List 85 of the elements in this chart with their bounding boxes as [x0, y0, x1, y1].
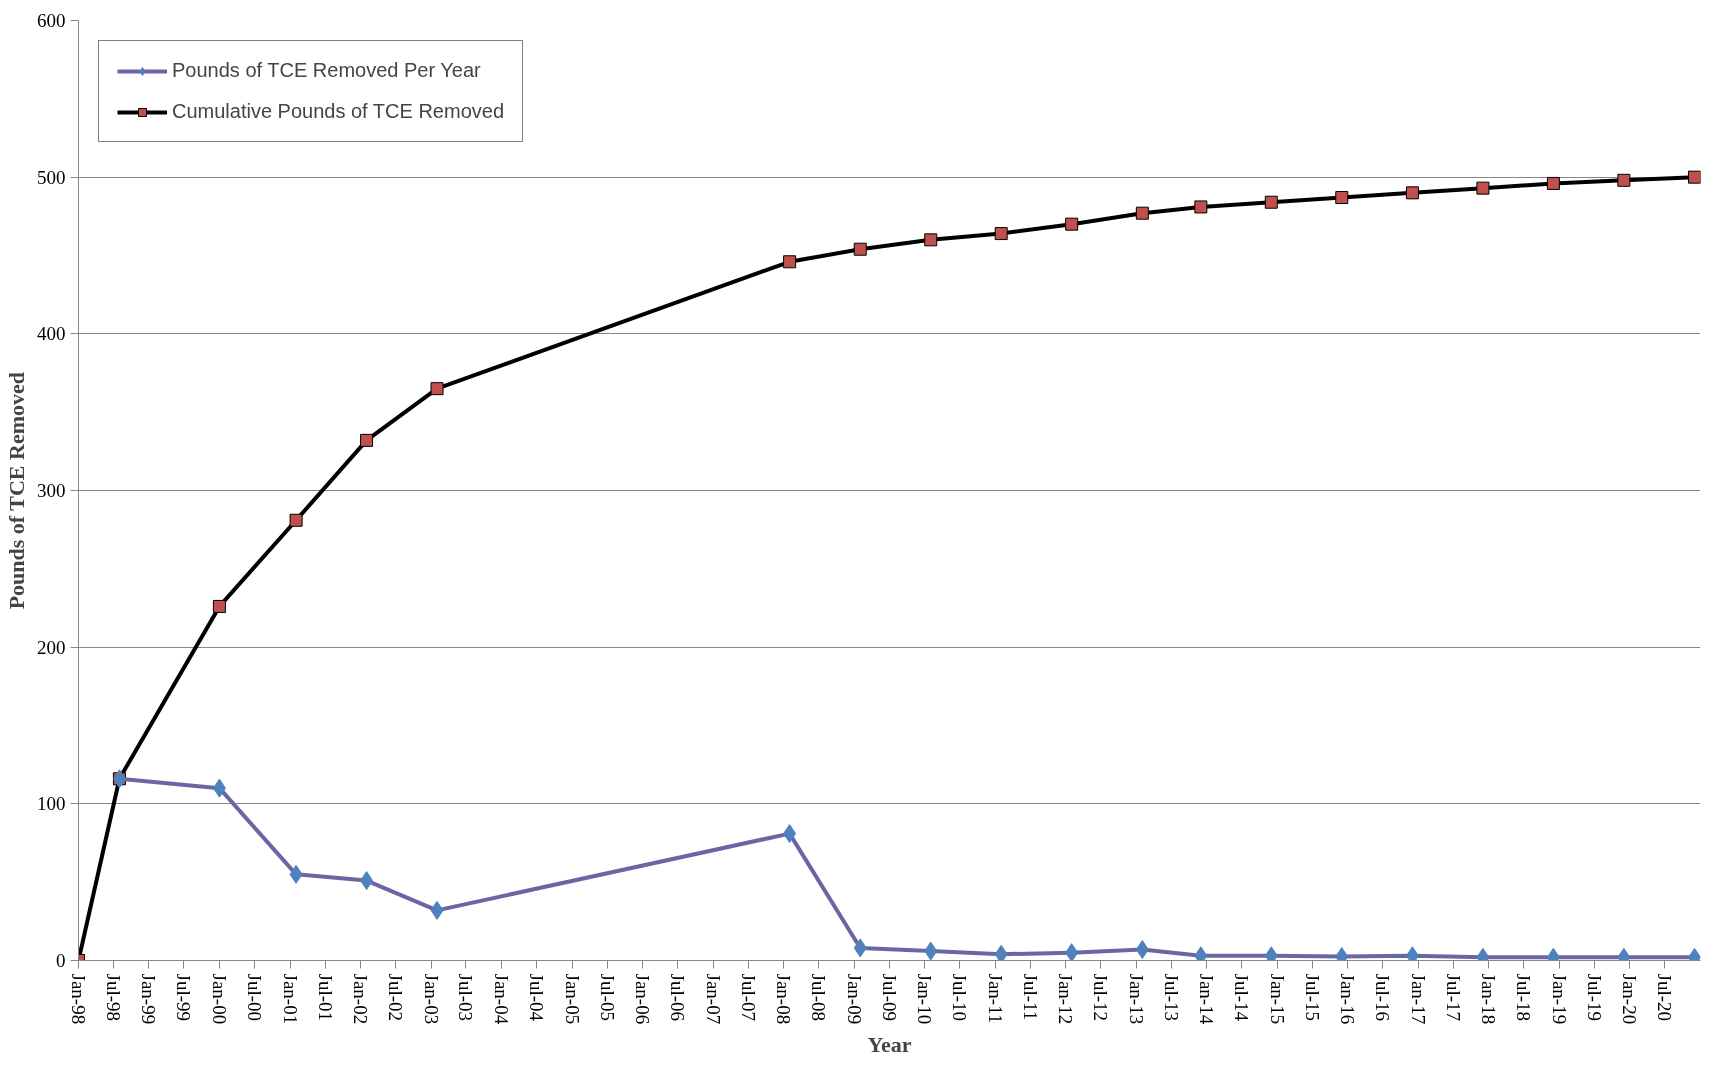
point	[1135, 940, 1149, 960]
point	[212, 599, 226, 613]
x-tick-label: Jul-09	[878, 973, 900, 1021]
x-tick-label: Jul-00	[244, 973, 266, 1021]
x-tick-label: Jan-09	[843, 973, 865, 1025]
x-tick-label: Jan-18	[1478, 973, 1500, 1025]
point	[1264, 195, 1278, 209]
x-tick-label: Jul-11	[1019, 973, 1041, 1021]
point	[783, 824, 797, 844]
x-tick-label: Jan-15	[1266, 973, 1288, 1025]
x-tick-label: Jul-20	[1654, 973, 1676, 1021]
x-tick-label: Jul-06	[667, 973, 689, 1021]
point	[1135, 206, 1149, 220]
point	[212, 778, 226, 798]
x-tick-label: Jul-08	[808, 973, 830, 1021]
point	[783, 255, 797, 269]
point	[360, 871, 374, 891]
x-tick-label: Jul-16	[1372, 973, 1394, 1021]
point	[289, 513, 303, 527]
y-tick-label: 500	[37, 166, 66, 188]
x-tick-label: Jul-01	[314, 973, 336, 1021]
x-tick-label: Jan-16	[1337, 973, 1359, 1025]
point	[853, 938, 867, 958]
x-tick-label: Jul-10	[949, 973, 971, 1021]
point	[924, 941, 938, 961]
x-tick-label: Jan-05	[561, 973, 583, 1025]
x-tick-label: Jan-01	[279, 973, 301, 1025]
x-tick-label: Jul-05	[596, 973, 618, 1021]
y-tick-label: 300	[37, 480, 66, 501]
x-tick-label: Jan-03	[420, 973, 442, 1025]
x-tick-label: Jan-08	[773, 973, 795, 1025]
x-tick-label: Jul-02	[385, 973, 407, 1021]
point	[994, 227, 1008, 241]
x-tick-label: Jul-98	[102, 973, 124, 1021]
x-tick-label: Jan-14	[1196, 973, 1218, 1025]
legend-label: Pounds of TCE Removed Per Year	[172, 59, 481, 82]
x-tick-label: Jul-03	[455, 973, 477, 1021]
point	[1405, 186, 1419, 200]
point	[1065, 943, 1079, 961]
y-axis-title: Pounds of TCE Removed	[4, 372, 29, 610]
point	[1688, 170, 1701, 184]
point	[1617, 173, 1631, 187]
point	[1065, 217, 1079, 231]
x-tick-label: Jul-12	[1090, 973, 1112, 1021]
x-tick-label: Jan-13	[1125, 973, 1147, 1025]
x-tick-label: Jan-00	[208, 973, 230, 1025]
y-tick-label: 0	[56, 950, 66, 971]
point	[1194, 200, 1208, 214]
x-tick-label: Jul-19	[1583, 973, 1605, 1021]
x-tick-label: Jan-98	[68, 973, 89, 1025]
x-tick-label: Jan-99	[138, 973, 160, 1025]
point	[430, 382, 444, 396]
point	[360, 433, 374, 447]
x-tick-label: Jul-15	[1301, 973, 1323, 1021]
x-tick-label: Jan-06	[632, 973, 654, 1025]
point	[853, 242, 867, 256]
x-tick-label: Jan-19	[1548, 973, 1570, 1025]
x-axis-title: Year	[867, 1032, 912, 1058]
y-tick-label: 400	[37, 323, 66, 345]
point	[1546, 176, 1560, 190]
point	[1476, 181, 1490, 195]
point	[430, 900, 444, 920]
x-tick-label: Jan-17	[1407, 973, 1429, 1025]
x-tick-label: Jul-17	[1442, 973, 1464, 1021]
point	[289, 864, 303, 884]
x-tick-label: Jul-18	[1513, 973, 1535, 1021]
x-tick-label: Jan-10	[914, 973, 936, 1025]
x-tick-label: Jul-14	[1231, 973, 1253, 1022]
x-tick-label: Jul-04	[526, 973, 548, 1022]
y-tick-label: 100	[37, 793, 66, 815]
x-tick-label: Jan-11	[984, 973, 1006, 1024]
x-tick-label: Jan-07	[702, 973, 724, 1025]
x-tick-label: Jul-07	[737, 973, 759, 1021]
x-tick-label: Jan-20	[1619, 973, 1641, 1025]
x-tick-label: Jul-13	[1160, 973, 1182, 1021]
y-tick-label: 200	[37, 636, 66, 658]
point	[924, 233, 938, 247]
y-tick-label: 600	[37, 10, 66, 31]
x-tick-label: Jan-12	[1055, 973, 1077, 1025]
x-tick-label: Jul-99	[173, 973, 195, 1021]
legend-label: Cumulative Pounds of TCE Removed	[172, 100, 505, 123]
x-tick-label: Jan-02	[350, 973, 372, 1025]
point	[1335, 191, 1349, 205]
point	[994, 944, 1008, 961]
x-tick-label: Jan-04	[491, 973, 513, 1025]
